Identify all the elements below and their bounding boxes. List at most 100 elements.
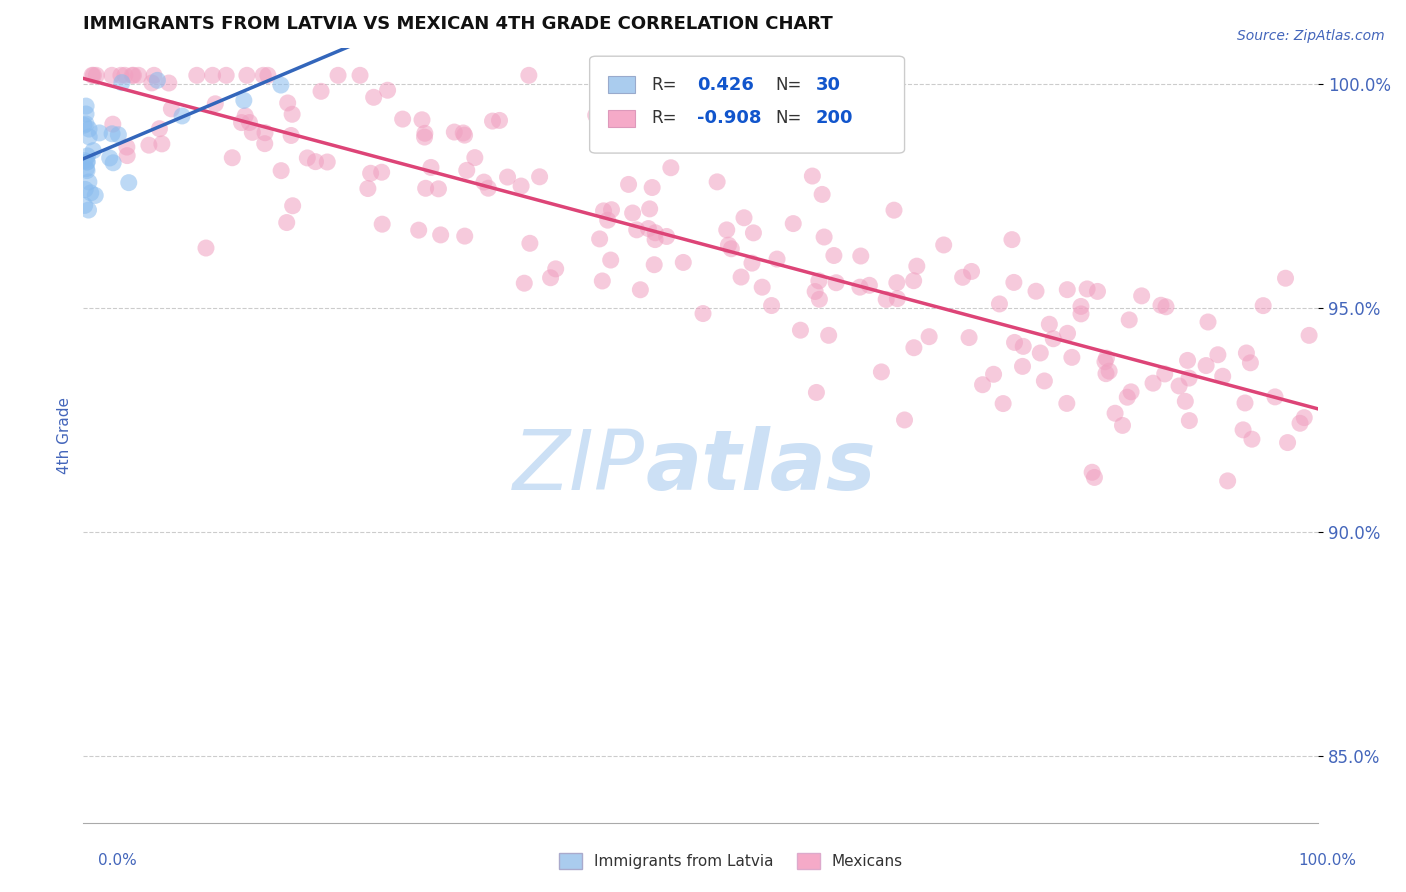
Point (720, 242, 742, 256)
Point (98, 151, 121, 165)
Point (148, 121, 170, 136)
Point (1195, 359, 1218, 373)
Text: 30: 30 (815, 76, 841, 94)
Point (150, 136, 173, 151)
Point (823, 248, 845, 262)
Point (297, 151, 319, 165)
Point (1083, 470, 1105, 484)
Point (643, 258, 665, 272)
Point (84, 188, 107, 202)
Point (644, 233, 666, 247)
Point (1098, 364, 1121, 378)
Point (75, 182, 97, 196)
Point (122, 68, 145, 82)
Point (215, 68, 238, 82)
Text: 200: 200 (815, 109, 853, 128)
Point (101, 68, 124, 82)
Point (807, 274, 830, 288)
Point (808, 293, 831, 307)
Point (1025, 284, 1047, 298)
Point (1116, 390, 1139, 404)
Point (1150, 298, 1173, 312)
Point (76, 163, 98, 178)
Point (918, 329, 941, 343)
Point (870, 365, 893, 379)
FancyBboxPatch shape (609, 110, 636, 127)
Point (588, 232, 610, 246)
Point (637, 221, 659, 235)
Point (1239, 356, 1261, 370)
Point (464, 151, 486, 165)
Point (253, 126, 276, 140)
Point (1002, 276, 1025, 290)
Point (201, 68, 224, 82)
Point (360, 166, 382, 180)
Point (789, 323, 811, 337)
Point (1178, 371, 1201, 385)
Point (277, 95, 299, 110)
Point (1104, 406, 1126, 420)
Point (960, 264, 983, 278)
Point (1130, 289, 1153, 303)
Point (804, 285, 827, 299)
Point (377, 83, 399, 97)
Point (1076, 282, 1098, 296)
Point (76, 149, 98, 163)
Point (1177, 353, 1199, 368)
Point (513, 276, 536, 290)
Point (349, 68, 371, 82)
Point (1240, 432, 1263, 446)
Point (89, 126, 111, 140)
Point (1056, 326, 1078, 341)
Point (893, 413, 915, 427)
Point (357, 181, 380, 195)
Point (77, 202, 100, 217)
Point (957, 330, 980, 344)
Point (1206, 348, 1229, 362)
Point (77, 122, 100, 136)
Point (825, 276, 848, 290)
Text: IMMIGRANTS FROM LATVIA VS MEXICAN 4TH GRADE CORRELATION CHART: IMMIGRANTS FROM LATVIA VS MEXICAN 4TH GR… (83, 15, 832, 33)
Point (195, 241, 218, 255)
Point (592, 203, 614, 218)
Text: 0.0%: 0.0% (98, 854, 138, 868)
Point (638, 202, 661, 216)
Point (76, 155, 98, 169)
Point (75, 117, 97, 131)
Text: atlas: atlas (645, 426, 876, 508)
Point (1274, 271, 1296, 285)
Point (1001, 233, 1024, 247)
Point (1081, 465, 1104, 479)
Point (453, 128, 475, 142)
Point (849, 280, 872, 294)
Point (141, 76, 163, 90)
Point (858, 278, 880, 293)
Text: 0.426: 0.426 (697, 76, 754, 94)
Point (817, 328, 839, 343)
Point (1004, 335, 1026, 350)
Point (1233, 396, 1256, 410)
Text: R=: R= (651, 76, 676, 94)
Point (692, 307, 714, 321)
Point (370, 165, 392, 179)
Point (411, 112, 433, 127)
Text: 100.0%: 100.0% (1299, 854, 1357, 868)
Point (1277, 435, 1299, 450)
Point (1070, 307, 1092, 321)
Point (252, 68, 274, 82)
Point (585, 108, 607, 122)
Point (1060, 351, 1083, 365)
Point (991, 396, 1014, 410)
Point (626, 223, 648, 237)
Point (316, 155, 339, 169)
Point (952, 270, 974, 285)
Point (128, 68, 150, 82)
Point (75, 107, 97, 121)
Point (231, 115, 253, 129)
Point (186, 68, 208, 82)
Point (972, 377, 994, 392)
Point (742, 226, 765, 240)
Point (621, 206, 644, 220)
Point (1174, 394, 1197, 409)
Point (811, 187, 834, 202)
